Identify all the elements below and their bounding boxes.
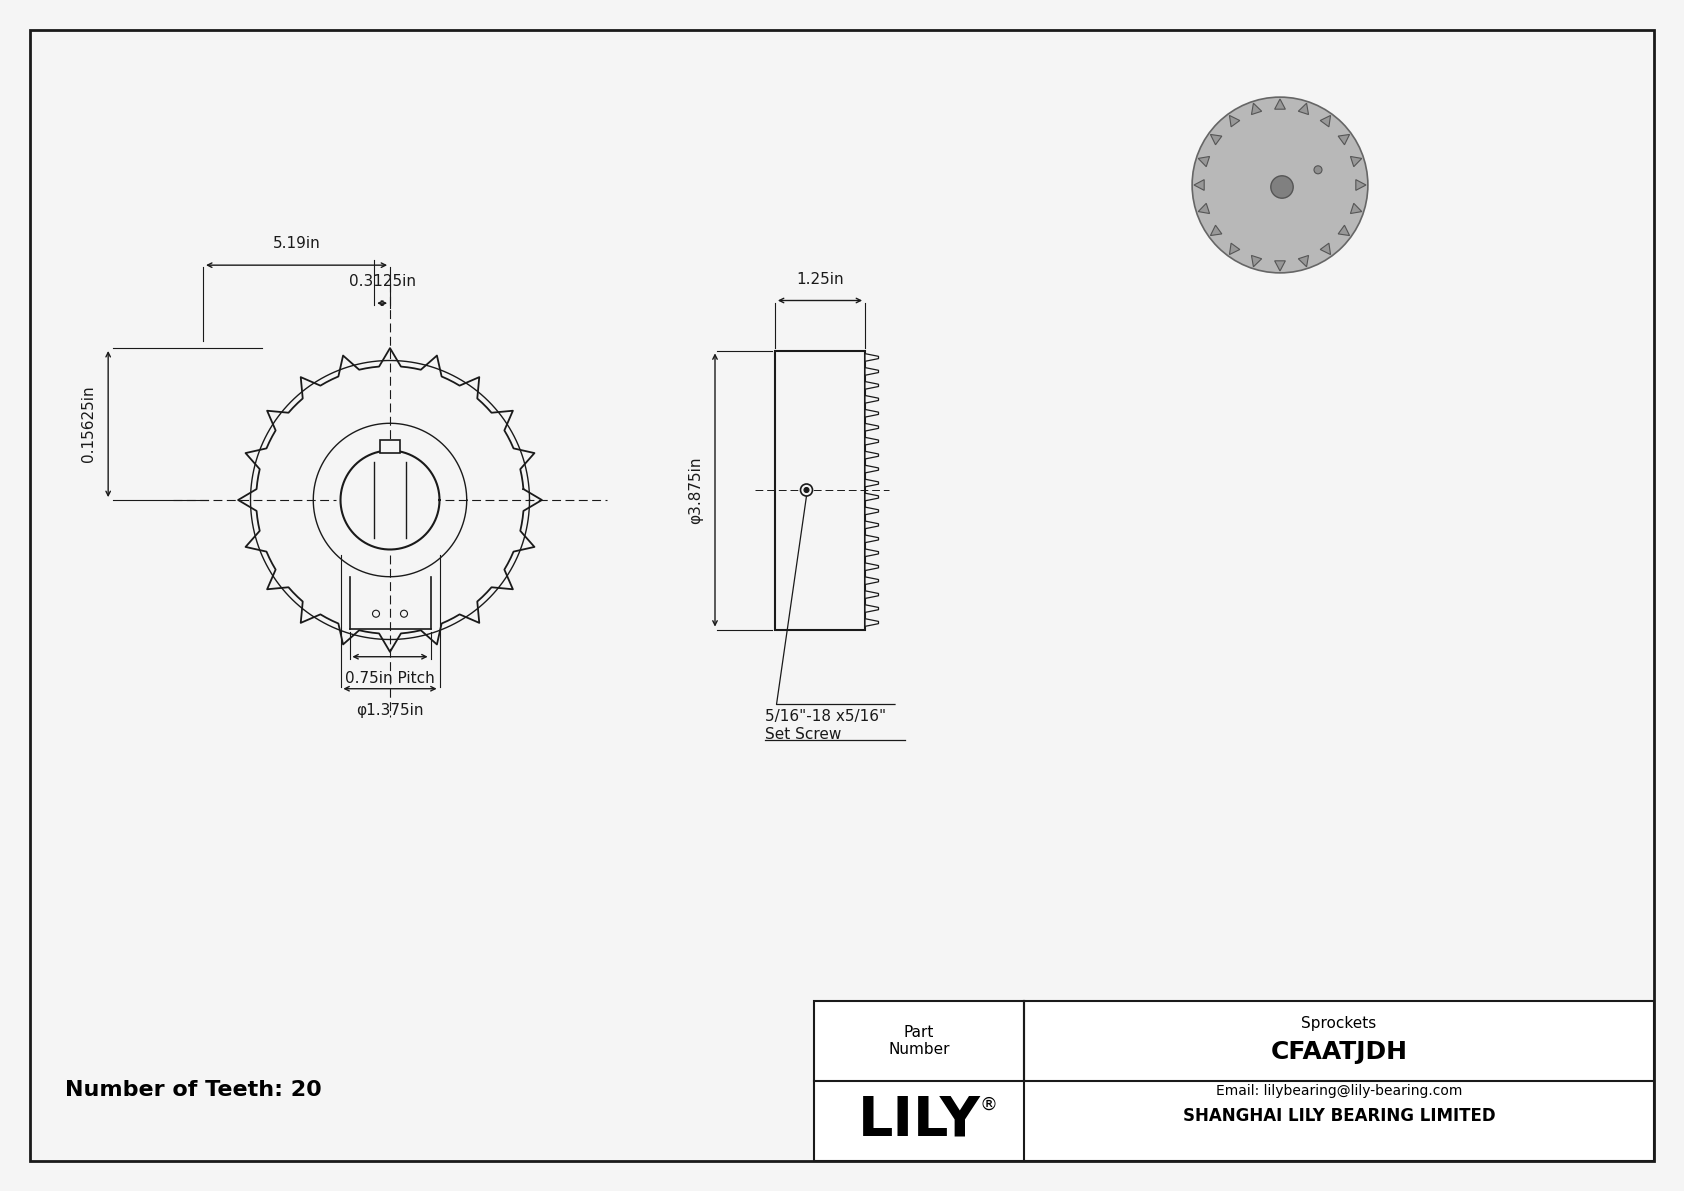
Text: 1.25in: 1.25in: [797, 272, 844, 287]
Text: 5/16"-18 x5/16"
Set Screw: 5/16"-18 x5/16" Set Screw: [765, 710, 886, 742]
Text: CFAATJDH: CFAATJDH: [1270, 1040, 1408, 1065]
Circle shape: [803, 487, 808, 493]
Text: LILY: LILY: [857, 1095, 980, 1148]
Polygon shape: [1211, 135, 1223, 145]
Text: 5.19in: 5.19in: [273, 236, 320, 251]
Circle shape: [800, 484, 812, 495]
Polygon shape: [866, 437, 879, 445]
Polygon shape: [866, 591, 879, 598]
Polygon shape: [1275, 261, 1285, 272]
Text: φ1.375in: φ1.375in: [357, 703, 424, 718]
Polygon shape: [1298, 104, 1308, 114]
Bar: [379, 441, 401, 453]
Polygon shape: [866, 466, 879, 473]
Text: SHANGHAI LILY BEARING LIMITED: SHANGHAI LILY BEARING LIMITED: [1182, 1108, 1495, 1125]
Ellipse shape: [1314, 166, 1322, 174]
Text: 0.75in Pitch: 0.75in Pitch: [345, 671, 434, 686]
Ellipse shape: [1192, 98, 1367, 273]
Polygon shape: [1351, 204, 1362, 213]
Polygon shape: [866, 493, 879, 500]
Circle shape: [372, 610, 379, 617]
Polygon shape: [866, 368, 879, 375]
Ellipse shape: [1271, 176, 1293, 198]
Polygon shape: [866, 605, 879, 612]
Polygon shape: [866, 576, 879, 585]
FancyBboxPatch shape: [1312, 166, 1335, 204]
Text: φ3.875in: φ3.875in: [689, 456, 702, 524]
Text: Part
Number: Part Number: [887, 1024, 950, 1058]
Polygon shape: [866, 535, 879, 543]
Text: 0.15625in: 0.15625in: [81, 386, 96, 462]
Polygon shape: [866, 618, 879, 626]
Polygon shape: [1298, 255, 1308, 267]
Polygon shape: [866, 381, 879, 389]
Bar: [775, 350, 866, 630]
Polygon shape: [866, 507, 879, 515]
Polygon shape: [1320, 243, 1330, 255]
Polygon shape: [1339, 135, 1349, 145]
Polygon shape: [1199, 204, 1209, 213]
Polygon shape: [1339, 225, 1349, 236]
Text: Number of Teeth: 20: Number of Teeth: 20: [66, 1080, 322, 1100]
Polygon shape: [1320, 116, 1330, 126]
Circle shape: [401, 610, 408, 617]
Polygon shape: [1356, 180, 1366, 191]
Text: Email: lilybearing@lily-bearing.com: Email: lilybearing@lily-bearing.com: [1216, 1084, 1462, 1098]
Polygon shape: [866, 410, 879, 417]
Polygon shape: [1211, 225, 1223, 236]
Polygon shape: [866, 395, 879, 404]
Polygon shape: [1351, 156, 1362, 167]
Polygon shape: [866, 520, 879, 529]
Polygon shape: [1251, 104, 1261, 114]
Text: Sprockets: Sprockets: [1302, 1016, 1376, 1031]
Text: ®: ®: [980, 1096, 999, 1114]
Polygon shape: [866, 549, 879, 556]
Polygon shape: [866, 451, 879, 459]
Polygon shape: [1229, 243, 1239, 255]
Polygon shape: [866, 423, 879, 431]
Polygon shape: [1251, 255, 1261, 267]
Text: 0.3125in: 0.3125in: [349, 274, 416, 289]
Polygon shape: [866, 354, 879, 361]
Polygon shape: [1194, 180, 1204, 191]
Polygon shape: [1275, 99, 1285, 110]
Bar: [813, 1000, 1654, 1161]
Polygon shape: [866, 563, 879, 570]
Polygon shape: [1229, 116, 1239, 126]
Polygon shape: [1199, 156, 1209, 167]
Polygon shape: [866, 479, 879, 487]
